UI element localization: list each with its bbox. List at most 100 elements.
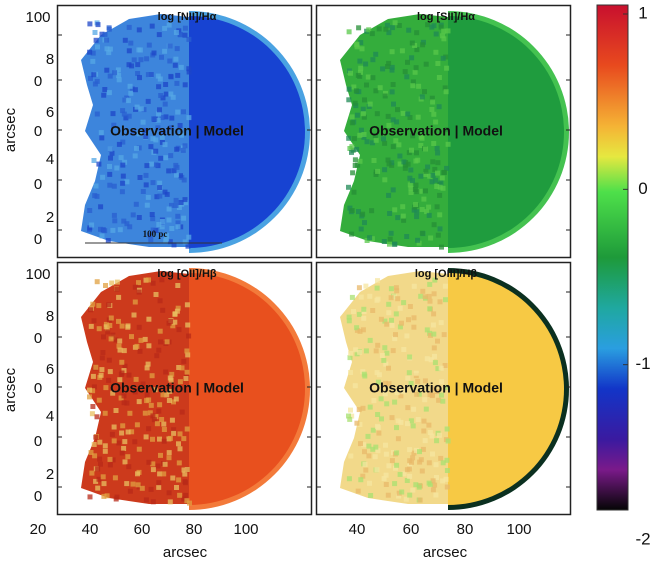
speckle (170, 323, 176, 329)
speckle (393, 138, 399, 144)
speckle (124, 179, 130, 185)
speckle (91, 158, 97, 163)
speckle (126, 48, 132, 54)
speckle (440, 460, 446, 466)
speckle (164, 232, 170, 238)
speckle (431, 111, 437, 117)
speckle (157, 328, 163, 334)
speckle (434, 438, 440, 444)
speckle (168, 153, 174, 159)
speckle (157, 436, 162, 442)
speckle (443, 384, 449, 390)
speckle (114, 279, 120, 285)
speckle (114, 165, 120, 171)
speckle (367, 480, 372, 486)
speckle (346, 184, 351, 190)
speckle (167, 388, 173, 394)
speckle (394, 425, 399, 431)
speckle (163, 369, 169, 375)
speckle (361, 114, 367, 120)
speckle (356, 407, 362, 413)
speckle (389, 322, 395, 328)
speckle (145, 98, 151, 104)
speckle (178, 64, 184, 70)
observation-map (340, 14, 448, 247)
speckle (346, 476, 352, 482)
speckle (396, 142, 402, 148)
speckle (421, 196, 427, 202)
x-tick-label: 40 (82, 521, 99, 538)
speckle (179, 365, 185, 371)
speckle (411, 450, 417, 456)
speckle (182, 32, 188, 38)
speckle (97, 456, 103, 462)
speckle (132, 153, 138, 159)
speckle (438, 180, 444, 186)
speckle (169, 226, 175, 231)
panel-title: log [OIII]/Hβ (415, 268, 478, 280)
speckle (182, 143, 188, 149)
speckle (177, 31, 183, 37)
speckle (157, 298, 163, 304)
speckle (385, 64, 390, 69)
speckle (391, 294, 397, 300)
speckle (437, 212, 443, 218)
speckle (442, 283, 448, 289)
speckle (138, 57, 144, 63)
speckle (146, 316, 152, 322)
speckle (418, 173, 424, 179)
speckle (137, 348, 143, 354)
speckle (157, 76, 163, 82)
speckle (92, 30, 98, 35)
speckle (90, 404, 96, 409)
speckle (111, 212, 117, 218)
speckle (357, 349, 363, 355)
speckle (108, 315, 114, 321)
model-map (448, 273, 564, 505)
speckle (99, 233, 105, 239)
speckle (422, 89, 427, 95)
speckle (162, 48, 168, 54)
colorbar-tick-label: 1 (638, 3, 647, 22)
speckle (176, 441, 181, 447)
speckle (94, 78, 100, 84)
speckle (386, 310, 392, 316)
speckle (381, 136, 386, 142)
speckle (375, 412, 381, 417)
speckle (125, 323, 131, 329)
speckle (182, 25, 188, 31)
speckle (174, 485, 179, 490)
speckle (89, 411, 95, 417)
speckle (411, 315, 417, 321)
speckle (435, 338, 440, 344)
speckle (122, 37, 128, 43)
speckle (349, 294, 355, 300)
speckle (166, 455, 172, 461)
speckle (163, 238, 169, 244)
panel: log [OII]/Hβ Observation | Model (56, 261, 313, 516)
speckle (167, 58, 173, 64)
speckle (134, 343, 140, 349)
speckle (110, 390, 116, 396)
speckle (438, 365, 444, 371)
speckle (369, 31, 375, 37)
speckle (125, 454, 131, 460)
speckle (418, 293, 424, 299)
speckle (358, 477, 364, 483)
speckle (443, 297, 448, 303)
speckle (159, 277, 165, 283)
panel-frame (315, 4, 572, 259)
speckle (436, 397, 442, 403)
y-tick-label: 0 (34, 176, 42, 193)
speckle (90, 58, 96, 64)
speckle (113, 408, 119, 413)
speckle (407, 473, 413, 479)
speckle (164, 339, 170, 345)
speckle (174, 146, 180, 152)
speckle (145, 194, 151, 200)
speckle (413, 158, 419, 164)
speckle (130, 129, 136, 135)
speckle (380, 66, 386, 72)
speckle (445, 141, 451, 147)
